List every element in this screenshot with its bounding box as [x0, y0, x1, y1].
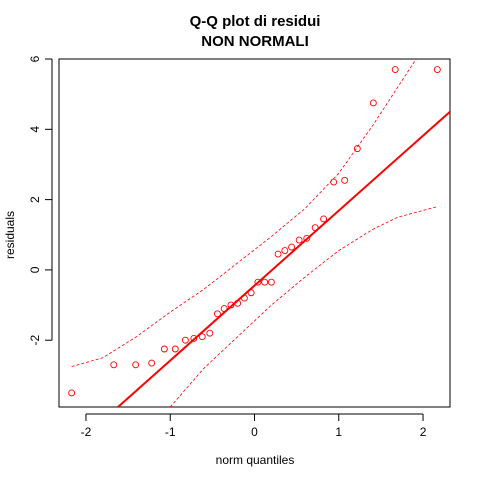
data-point — [206, 329, 214, 337]
data-point — [281, 247, 289, 255]
data-point — [391, 66, 399, 73]
data-point — [220, 305, 228, 313]
data-point — [171, 345, 179, 353]
data-point — [330, 178, 338, 186]
y-axis-label: residuals — [3, 211, 17, 259]
data-point — [234, 299, 242, 307]
data-point — [240, 294, 248, 302]
data-point — [288, 243, 296, 251]
data-point — [353, 145, 361, 153]
data-point — [213, 310, 221, 318]
data-point — [181, 336, 189, 344]
y-tick-label: 4 — [28, 126, 42, 133]
y-tick-label: 6 — [28, 55, 42, 62]
x-tick-label: -1 — [165, 425, 176, 439]
x-tick-label: 0 — [251, 425, 258, 439]
chart-title: Q-Q plot di residui — [190, 13, 321, 30]
data-point — [369, 99, 377, 107]
data-point — [254, 278, 262, 286]
data-point — [311, 224, 319, 232]
x-tick-label: -2 — [81, 425, 92, 439]
data-point — [261, 278, 269, 286]
y-tick-label: 0 — [28, 266, 42, 273]
data-point — [303, 234, 311, 242]
data-point — [341, 176, 349, 184]
x-tick-label: 2 — [420, 425, 427, 439]
lower-confidence-envelope — [169, 206, 438, 407]
x-tick-label: 1 — [335, 425, 342, 439]
data-point — [190, 335, 198, 342]
y-tick-label: 2 — [28, 196, 42, 203]
data-point — [274, 250, 282, 258]
data-point — [295, 236, 303, 244]
data-point — [320, 215, 328, 223]
plot-frame — [58, 58, 451, 408]
data-point — [68, 389, 76, 397]
data-point — [110, 361, 118, 369]
x-axis: -2 -1 0 1 2 — [81, 413, 427, 439]
data-point — [433, 66, 441, 73]
data-point — [148, 359, 156, 367]
data-point — [227, 301, 235, 309]
data-point — [160, 345, 168, 353]
data-point — [247, 289, 255, 297]
plot-area — [68, 59, 450, 407]
y-tick-label: -2 — [28, 335, 42, 346]
data-point — [198, 333, 206, 341]
upper-confidence-envelope — [71, 59, 417, 367]
x-axis-label: norm quantiles — [216, 453, 295, 467]
reference-line — [117, 110, 450, 407]
data-points — [68, 66, 441, 397]
data-point — [267, 278, 275, 286]
chart-subtitle: NON NORMALI — [201, 33, 309, 50]
data-point — [132, 361, 140, 369]
y-axis: -2 0 2 4 6 — [28, 55, 53, 346]
